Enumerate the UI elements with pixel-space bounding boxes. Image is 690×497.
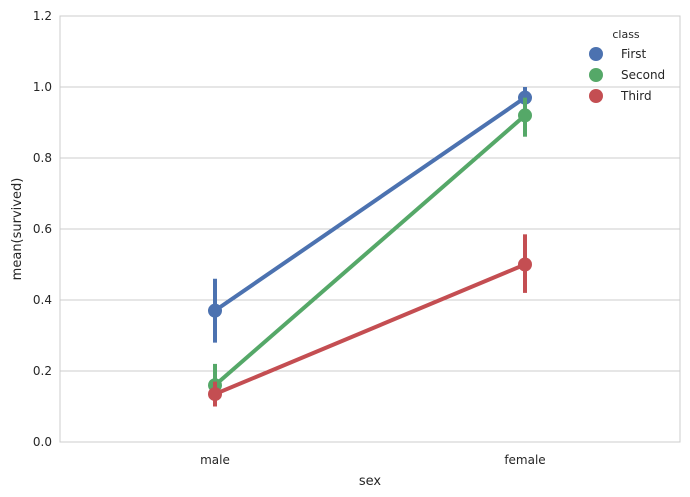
x-tick-label: female <box>504 453 545 467</box>
series-line <box>213 262 527 397</box>
legend-item-first: First <box>589 47 647 61</box>
legend-marker <box>589 68 603 82</box>
legend-marker <box>589 47 603 61</box>
y-tick-label: 1.2 <box>33 9 52 23</box>
series-line <box>213 113 527 388</box>
y-tick-label: 0.6 <box>33 222 52 236</box>
series-line <box>213 95 527 313</box>
data-point <box>208 387 222 402</box>
y-axis-label: mean(survived) <box>10 178 25 281</box>
grid-layer <box>60 15 680 443</box>
data-point <box>208 303 222 318</box>
y-tick-label: 0.2 <box>33 364 52 378</box>
data-point <box>518 257 532 272</box>
legend-label: Second <box>621 68 665 82</box>
series-second <box>208 97 532 407</box>
x-axis-label: sex <box>359 474 382 489</box>
x-tick-labels: male female <box>200 453 546 467</box>
plot-frame <box>59 15 681 443</box>
y-tick-label: 0.4 <box>33 293 52 307</box>
series-layer <box>208 87 532 407</box>
legend-item-second: Second <box>589 68 665 82</box>
legend: class First Second Third <box>589 28 665 103</box>
legend-item-third: Third <box>589 89 652 103</box>
legend-items: First Second Third <box>589 47 665 103</box>
legend-marker <box>589 89 603 103</box>
y-tick-labels: 0.0 0.2 0.4 0.6 0.8 1.0 1.2 <box>33 9 52 449</box>
y-tick-label: 0.0 <box>33 435 52 449</box>
y-tick-label: 0.8 <box>33 151 52 165</box>
x-tick-label: male <box>200 453 230 467</box>
legend-label: First <box>621 47 647 61</box>
series-third <box>208 234 532 407</box>
legend-title: class <box>612 28 640 41</box>
series-first <box>208 87 532 343</box>
y-tick-label: 1.0 <box>33 80 52 94</box>
data-point <box>518 108 532 123</box>
legend-label: Third <box>620 89 652 103</box>
